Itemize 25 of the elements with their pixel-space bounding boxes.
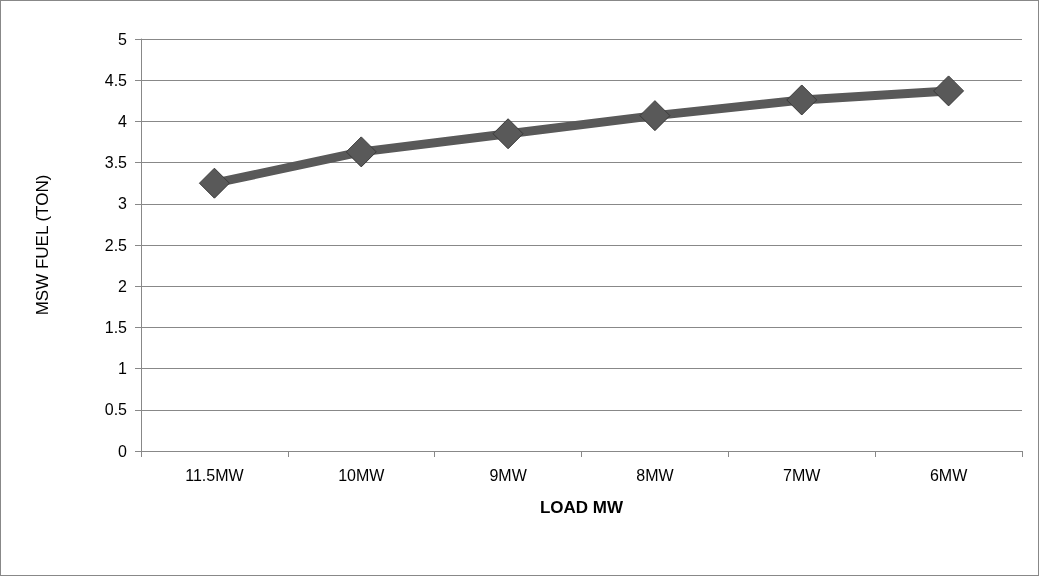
point [492,118,524,150]
x-tick-label: 8MW [636,466,675,484]
point [639,100,671,132]
x-tick-label: 7MW [783,466,822,484]
y-tick-label: 4.5 [104,71,128,89]
x-tick-label: 9MW [489,466,528,484]
point [933,75,965,107]
y-tick-label: 5 [118,30,128,48]
point [345,136,377,168]
x-tick-label: 6MW [929,466,969,484]
y-axis-title: MSW FUEL (TON) [33,174,52,316]
y-tick-label: 2.5 [104,236,128,254]
point [198,167,230,199]
y-tick-label: 3.5 [104,154,128,172]
x-tick-label: 11.5MW [185,466,245,484]
y-tick-label: 0.5 [104,401,128,419]
y-tick-label: 3 [118,195,128,213]
y-tick-label: 1.5 [104,318,128,336]
y-tick-label: 2 [118,277,128,295]
y-tick-label: 4 [118,112,128,130]
x-axis-title: LOAD MW [539,498,624,517]
point [786,84,818,116]
x-tick-label: 10MW [338,466,386,484]
y-tick-label: 1 [118,360,128,378]
y-tick-label: 0 [118,442,128,460]
